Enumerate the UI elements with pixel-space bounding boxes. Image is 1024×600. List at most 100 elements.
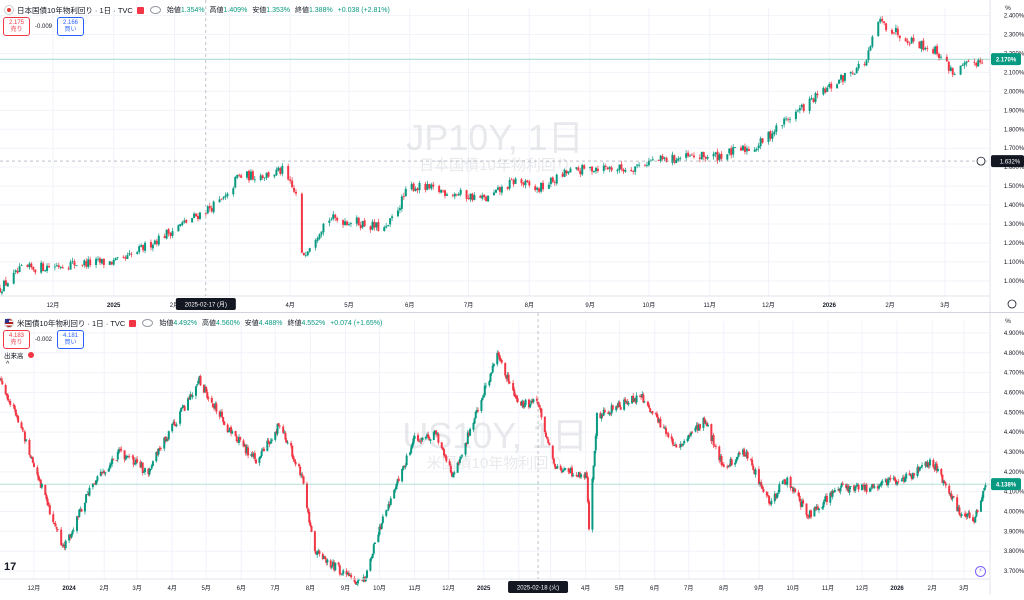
jp10y-chart-svg[interactable]: JP10Y, 1日日本国債10年物利回り%2.400%2.300%2.200%2… bbox=[0, 0, 1024, 312]
candle bbox=[754, 467, 757, 478]
buy-button[interactable]: 4.181 買い bbox=[57, 330, 85, 349]
candle bbox=[626, 399, 629, 406]
jp10y-title[interactable]: 日本国債10年物利回り · 1日 · TVC bbox=[17, 5, 133, 15]
candle-body bbox=[766, 495, 769, 496]
candle-body bbox=[89, 259, 92, 266]
candle bbox=[905, 472, 908, 482]
time-tick-label: 5月 bbox=[201, 585, 210, 592]
time-axis[interactable]: 12月20242月3月4月5月6月7月8月9月10月11月12月20252月3月… bbox=[0, 578, 990, 592]
candle bbox=[136, 456, 139, 464]
alert-icon[interactable] bbox=[27, 352, 34, 358]
candle-body bbox=[765, 491, 768, 496]
candle-body bbox=[521, 400, 524, 406]
buy-button[interactable]: 2.166 買い bbox=[57, 17, 85, 36]
candle-body bbox=[232, 188, 235, 195]
eye-icon[interactable] bbox=[149, 6, 161, 14]
candle bbox=[602, 162, 605, 174]
jp10y-chart-pane[interactable]: JP10Y, 1日日本国債10年物利回り%2.400%2.300%2.200%2… bbox=[0, 0, 1024, 312]
candle bbox=[840, 73, 843, 83]
us10y-chart-svg[interactable]: US10Y, 1日米国債10年物利回り%4.900%4.800%4.700%4.… bbox=[0, 313, 1024, 595]
candle-body bbox=[883, 21, 886, 24]
candle-body bbox=[571, 467, 574, 477]
candle bbox=[853, 484, 856, 493]
us10y-title[interactable]: 米国債10年物利回り · 1日 · TVC bbox=[17, 318, 126, 328]
candle-body bbox=[583, 165, 586, 169]
sell-button[interactable]: 2.175 売り bbox=[3, 17, 30, 36]
candle bbox=[665, 425, 668, 437]
time-tick-label: 7月 bbox=[684, 585, 693, 592]
price-axis[interactable]: %4.900%4.800%4.700%4.600%4.500%4.400%4.3… bbox=[989, 313, 1024, 595]
candle-body bbox=[39, 479, 42, 488]
candle bbox=[45, 492, 48, 502]
candle-body bbox=[80, 509, 83, 512]
candle bbox=[887, 476, 890, 488]
candle bbox=[666, 431, 669, 435]
candle-body bbox=[555, 174, 558, 184]
candle bbox=[516, 395, 519, 404]
candle-body bbox=[136, 252, 139, 254]
candle-body bbox=[37, 475, 40, 481]
candle bbox=[588, 498, 591, 531]
candle bbox=[757, 466, 760, 486]
candle-body bbox=[554, 463, 557, 468]
candle bbox=[103, 469, 106, 476]
candle-body bbox=[112, 458, 115, 460]
candle bbox=[560, 467, 563, 474]
candle bbox=[771, 130, 774, 143]
us10y-chart-pane[interactable]: US10Y, 1日 米国債10年物利回り% 4.900% 4.800% 4.700% 4.… bbox=[0, 313, 1024, 595]
candle bbox=[287, 163, 290, 181]
candle bbox=[490, 372, 493, 377]
eye-icon[interactable] bbox=[142, 319, 154, 327]
candle-body bbox=[104, 472, 107, 474]
candle-body bbox=[174, 424, 177, 427]
candle bbox=[496, 350, 499, 367]
candle bbox=[291, 177, 294, 189]
candle bbox=[305, 481, 308, 510]
candle-body bbox=[334, 214, 337, 218]
candle bbox=[650, 411, 653, 414]
price-tick-label: 3.800% bbox=[1004, 549, 1024, 555]
candle bbox=[734, 146, 737, 148]
candle-body bbox=[2, 280, 5, 292]
candle-body bbox=[411, 443, 414, 448]
candle bbox=[682, 443, 685, 447]
candle-body bbox=[435, 430, 438, 435]
candle bbox=[959, 65, 962, 76]
candle-body bbox=[691, 431, 694, 433]
candle-body bbox=[665, 157, 668, 163]
candle-body bbox=[451, 195, 454, 196]
candle-body bbox=[934, 46, 937, 54]
candle bbox=[618, 164, 621, 174]
candle-body bbox=[287, 166, 290, 180]
pane-divider[interactable] bbox=[0, 312, 1024, 313]
volume-indicator-label[interactable]: 出来高 bbox=[4, 350, 34, 360]
chevron-up-icon[interactable]: ^ bbox=[6, 361, 10, 368]
candle bbox=[386, 509, 389, 511]
time-tick-label: 6月 bbox=[405, 302, 414, 309]
candle-body bbox=[617, 402, 620, 407]
lightning-icon[interactable]: ⚡ bbox=[975, 566, 986, 577]
time-axis[interactable]: 12月20252月3月4月5月6月7月8月9月10月11月12月20262月3月 bbox=[0, 295, 990, 309]
candle-body bbox=[18, 266, 21, 273]
add-alert-icon[interactable] bbox=[976, 156, 986, 166]
candle-body bbox=[496, 352, 499, 365]
candle bbox=[575, 472, 578, 478]
sell-button[interactable]: 4.183 売り bbox=[3, 330, 30, 349]
candle bbox=[757, 142, 760, 152]
candle bbox=[896, 25, 899, 38]
candle-body bbox=[449, 465, 452, 473]
candle bbox=[377, 218, 380, 232]
candle bbox=[158, 446, 161, 451]
candle-body bbox=[854, 486, 857, 491]
candle bbox=[226, 192, 229, 199]
candle-body bbox=[259, 456, 262, 459]
candle bbox=[6, 282, 9, 287]
settings-gear-icon[interactable] bbox=[1007, 299, 1017, 309]
candle-body bbox=[710, 424, 713, 442]
candle-body bbox=[386, 509, 389, 511]
candle-body bbox=[110, 261, 113, 265]
candle bbox=[414, 186, 417, 192]
candle bbox=[549, 176, 552, 188]
candle-body bbox=[163, 437, 166, 449]
price-tick-label: 4.800% bbox=[1004, 351, 1024, 357]
